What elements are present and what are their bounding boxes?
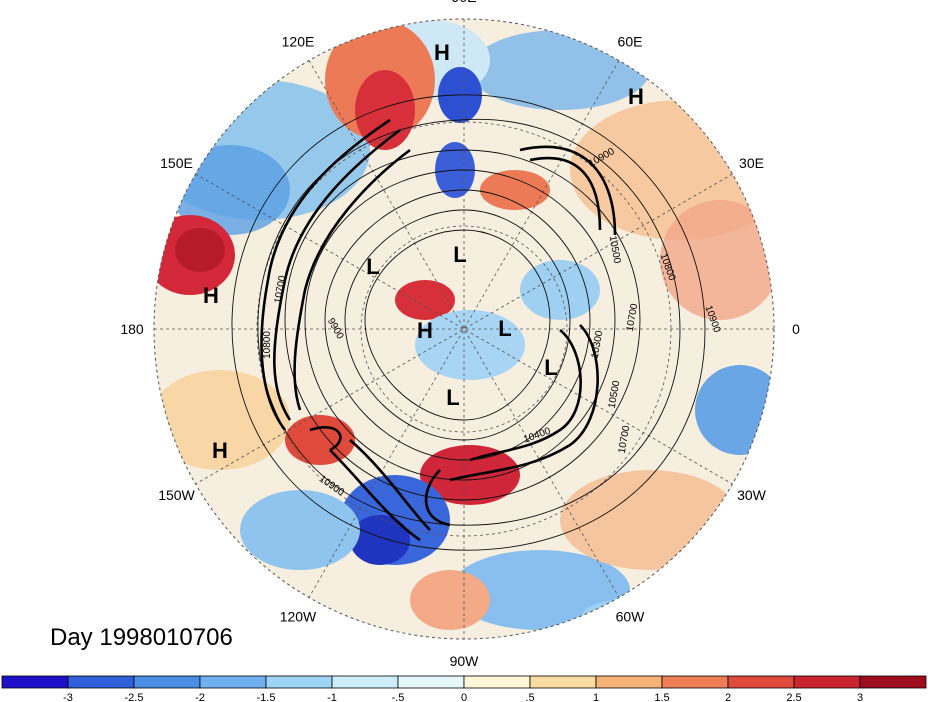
- colorbar-tick-label: 3: [857, 692, 863, 702]
- day-label: Day 1998010706: [50, 624, 233, 651]
- high-pressure-marker: H: [203, 283, 219, 308]
- longitude-label: 0: [792, 321, 800, 337]
- colorbar-tick-label: -.5: [392, 692, 405, 702]
- colorbar-tick-label: 2: [725, 692, 731, 702]
- low-pressure-marker: L: [544, 355, 557, 380]
- longitude-label: 150W: [158, 487, 195, 503]
- colorbar-swatch: [463, 675, 531, 689]
- map-disc: [153, 18, 775, 640]
- contour-value-label: 10500: [607, 379, 623, 409]
- low-pressure-marker: L: [366, 254, 379, 279]
- longitude-label: 120W: [280, 609, 317, 625]
- longitude-label: 180: [120, 321, 144, 337]
- longitude-label: 90E: [452, 0, 477, 5]
- colorbar-swatch: [397, 675, 465, 689]
- longitude-label: 60E: [618, 34, 643, 50]
- longitude-label: 30E: [739, 155, 764, 171]
- colorbar-swatch: [331, 675, 399, 689]
- height-contours: [231, 94, 706, 551]
- colorbar-swatch: [793, 675, 861, 689]
- colorbar-tick-label: .5: [525, 692, 534, 702]
- colorbar-tick-label: -1: [327, 692, 337, 702]
- contour-value-label: 10700: [273, 274, 289, 304]
- colorbar: -3 -2.5 -2 -1.5 -1 -.5 0 .5 1 1.5 2 2.5 3: [1, 675, 927, 702]
- colorbar-swatch: [265, 675, 333, 689]
- contour-value-label: 10700: [617, 424, 633, 454]
- colorbar-tick-label: -3: [63, 692, 73, 702]
- contour-value-label: 10800: [262, 331, 273, 359]
- colorbar-tick-label: -2.5: [125, 692, 144, 702]
- graticule: [154, 19, 774, 639]
- longitude-label: 60W: [616, 609, 646, 625]
- colorbar-swatch: [727, 675, 795, 689]
- longitude-label: 90W: [450, 653, 480, 669]
- contour-value-label: 10500: [607, 235, 623, 265]
- low-pressure-marker: L: [498, 316, 511, 341]
- high-pressure-marker: H: [628, 84, 644, 109]
- low-pressure-marker: L: [446, 385, 459, 410]
- longitude-label: 30W: [737, 487, 767, 503]
- colorbar-swatch: [1, 675, 69, 689]
- colorbar-swatch: [67, 675, 135, 689]
- longitude-label: 120E: [282, 34, 315, 50]
- colorbar-tick-label: -2: [195, 692, 205, 702]
- low-pressure-marker: L: [453, 242, 466, 267]
- colorbar-swatch: [199, 675, 267, 689]
- high-pressure-marker: H: [434, 40, 450, 65]
- high-pressure-marker: H: [417, 318, 433, 343]
- colorbar-swatch: [859, 675, 927, 689]
- colorbar-tick-label: 1: [593, 692, 599, 702]
- colorbar-tick-label: 0: [461, 692, 467, 702]
- pressure-centers: H H L L H L L L H H: [203, 40, 644, 463]
- high-pressure-marker: H: [212, 438, 228, 463]
- contour-value-label: 10700: [625, 302, 641, 332]
- colorbar-tick-label: 1.5: [654, 692, 669, 702]
- colorbar-swatch: [661, 675, 729, 689]
- longitude-label: 150E: [160, 155, 193, 171]
- colorbar-swatch: [529, 675, 597, 689]
- colorbar-tick-label: 2.5: [786, 692, 801, 702]
- longitude-labels: 90E 60E 30E 0 30W 60W 90W 120W 150W 180 150E 120E: [120, 0, 800, 669]
- colorbar-swatch: [595, 675, 663, 689]
- colorbar-tick-label: -1.5: [257, 692, 276, 702]
- colorbar-swatch: [133, 675, 201, 689]
- contour-value-label: 10300: [590, 329, 606, 359]
- jet-isotachs: [260, 118, 617, 542]
